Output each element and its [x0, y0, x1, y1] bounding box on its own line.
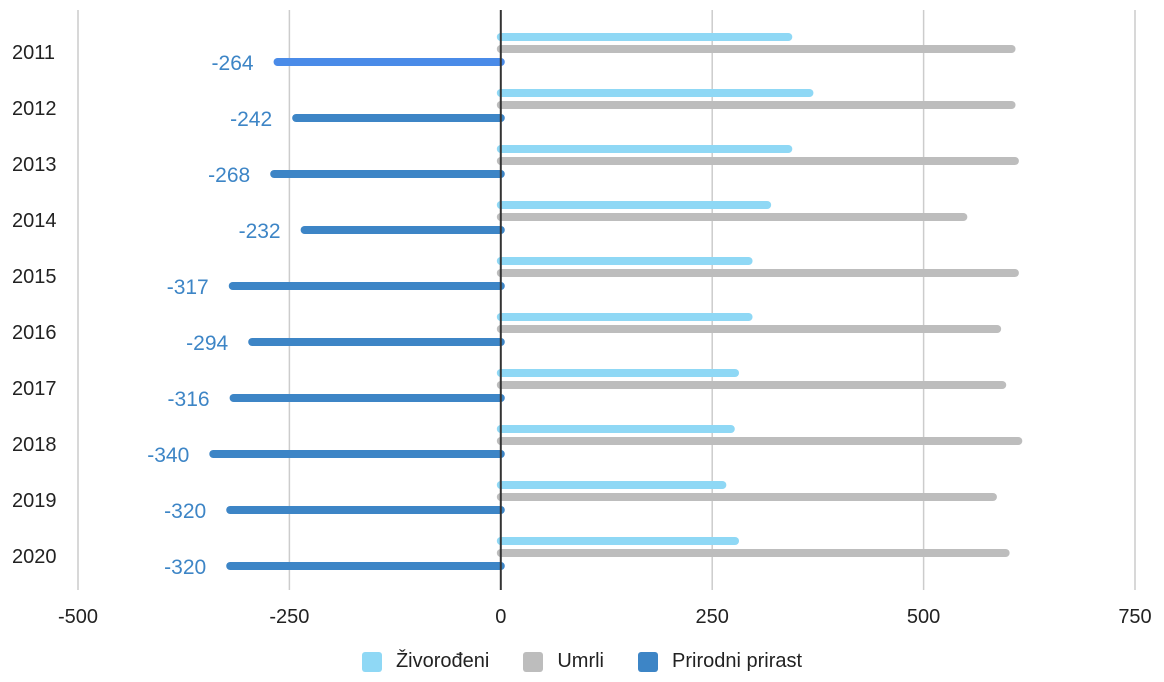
legend-swatch-zivorodeni	[361, 651, 382, 672]
data-label: -242	[230, 108, 272, 131]
legend-item-prirodni-prirast[interactable]: Prirodni prirast	[638, 650, 802, 673]
category-label: 2020	[12, 546, 57, 568]
data-label: -232	[239, 220, 281, 243]
data-label: -294	[186, 332, 228, 355]
legend-label-zivorodeni: Živorođeni	[395, 650, 490, 672]
legend: Živorođeni Umrli Prirodni prirast	[0, 650, 1164, 673]
category-label: 2018	[12, 434, 57, 456]
legend-swatch-umrli	[523, 651, 544, 672]
legend-label-umrli: Umrli	[557, 650, 604, 672]
legend-swatch-prirodni-prirast	[638, 651, 658, 672]
chart-area: -500 -250 0 250 500 750 2011 -264 2012 -242 2013 -2…	[12, 10, 1152, 628]
category-label: 2017	[12, 378, 57, 400]
x-tick-label: 0	[495, 606, 506, 628]
category-label: 2012	[12, 98, 57, 120]
category-label: 2019	[12, 490, 57, 512]
data-label: -268	[208, 164, 250, 187]
data-label: -340	[147, 444, 189, 467]
legend-label-prirodni-prirast: Prirodni prirast	[672, 650, 803, 672]
data-label: -316	[168, 388, 210, 411]
category-label: 2015	[12, 266, 57, 288]
data-label: -317	[167, 276, 209, 299]
category-label: 2016	[12, 322, 57, 344]
category-label: 2013	[12, 154, 57, 176]
data-label: -320	[164, 556, 206, 579]
x-tick-label: 250	[696, 606, 729, 628]
data-label: -320	[164, 500, 206, 523]
x-tick-label: 500	[907, 606, 940, 628]
category-label: 2011	[12, 42, 55, 64]
legend-item-zivorodeni[interactable]: Živorođeni	[361, 650, 490, 673]
x-tick-label: -250	[269, 606, 309, 628]
x-tick-label: 750	[1118, 606, 1151, 628]
category-label: 2014	[12, 210, 57, 232]
legend-item-umrli[interactable]: Umrli	[523, 650, 604, 673]
x-tick-label: -500	[58, 606, 98, 628]
data-label: -264	[212, 52, 254, 75]
